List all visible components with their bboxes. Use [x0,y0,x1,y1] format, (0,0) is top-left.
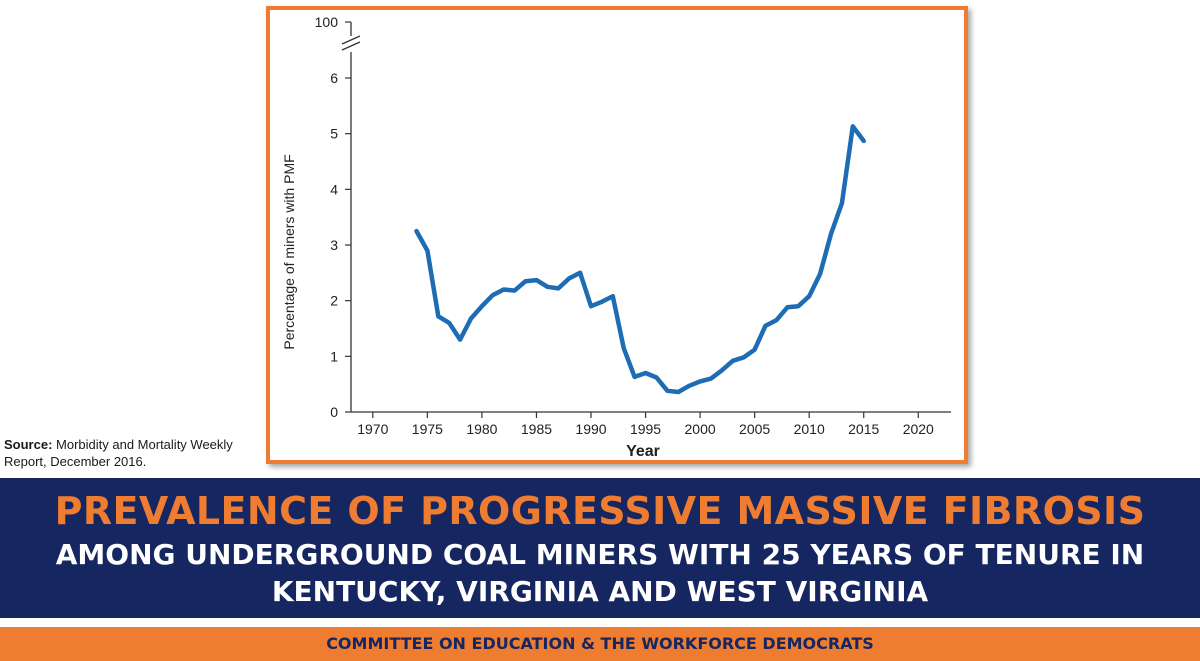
y-tick-label-6: 6 [330,70,338,86]
series-line-0 [414,124,866,395]
y-tick-label-4: 4 [330,181,338,197]
y-tick-label-2: 2 [330,293,338,309]
y-tick-label-3: 3 [330,237,338,253]
x-tick-label-1995: 1995 [630,421,661,437]
x-tick-label-2005: 2005 [739,421,770,437]
source-note: Source: Morbidity and Mortality Weekly R… [4,436,264,470]
y-tick-label-1: 1 [330,348,338,364]
y-axis-break-mark [341,35,361,45]
y-axis-break-mark [341,41,361,51]
x-tick-label-1970: 1970 [357,421,388,437]
x-tick-label-2010: 2010 [794,421,825,437]
x-axis-label: Year [626,443,660,460]
x-tick-label-1980: 1980 [466,421,497,437]
footer-banner [0,627,1200,661]
y-tick-label-break: 100 [315,14,339,30]
y-axis-label: Percentage of miners with PMF [281,154,297,349]
source-text: Morbidity and Mortality Weekly Report, D… [4,437,233,469]
subheadline-line-2: KENTUCKY, VIRGINIA AND WEST VIRGINIA [271,575,929,608]
x-tick-label-2020: 2020 [903,421,934,437]
y-tick-label-0: 0 [330,404,338,420]
x-tick-label-1985: 1985 [521,421,552,437]
footer-committee-name: COMMITTEE ON EDUCATION & THE WORKFORCE D… [326,634,874,653]
subheadline-line-1: AMONG UNDERGROUND COAL MINERS WITH 25 YE… [55,538,1145,571]
y-tick-label-5: 5 [330,126,338,142]
x-tick-label-1990: 1990 [575,421,606,437]
x-tick-label-2000: 2000 [685,421,716,437]
source-label: Source: [4,437,53,452]
pmf-line-chart: 0 1 2 3 4 5 6 100 1970 1975 1980 1985 1990 1995 2000 20… [281,14,951,460]
x-tick-label-1975: 1975 [412,421,443,437]
chart-frame: 0 1 2 3 4 5 6 100 1970 1975 1980 1985 1990 1995 2000 20… [266,6,968,464]
x-tick-label-2015: 2015 [848,421,879,437]
title-banner [0,478,1200,618]
headline: PREVALENCE OF PROGRESSIVE MASSIVE FIBROS… [54,489,1146,533]
